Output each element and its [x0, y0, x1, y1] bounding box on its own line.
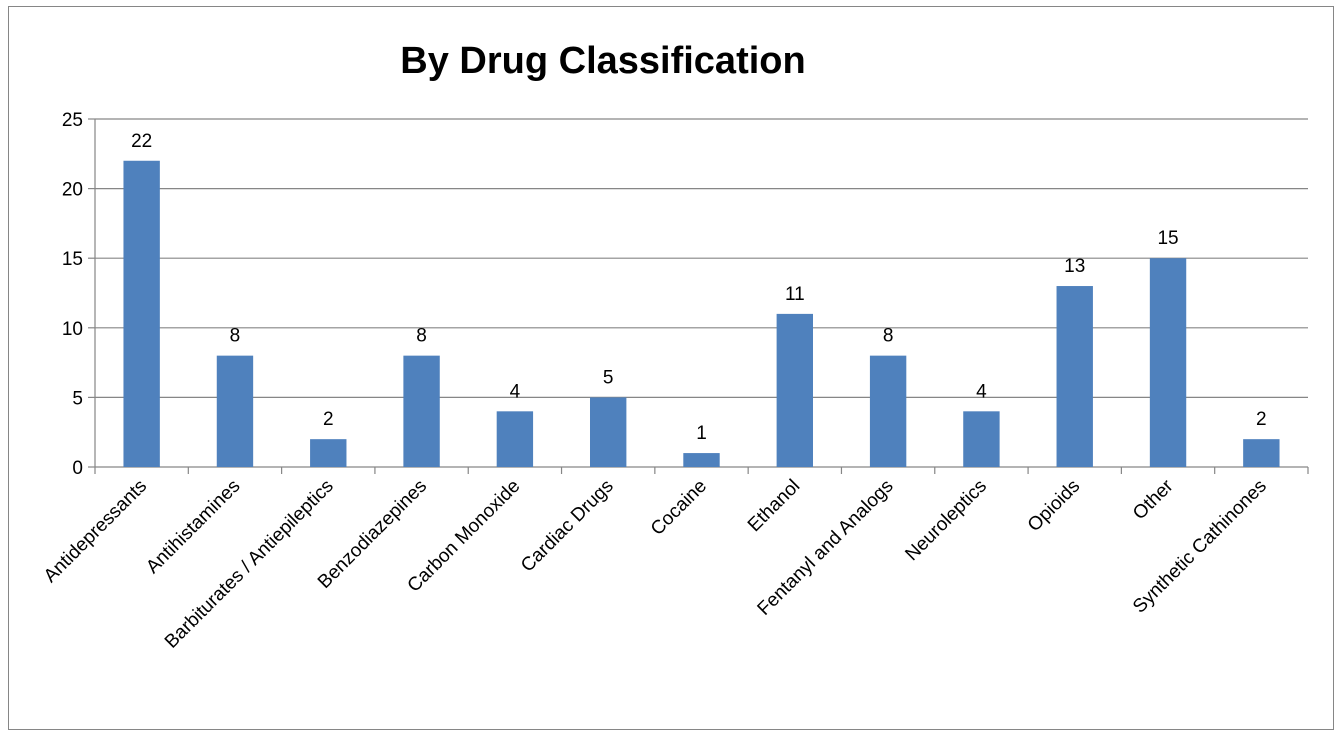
category-label: Antidepressants: [40, 476, 151, 587]
category-label: Other: [1129, 475, 1178, 524]
gridlines: [95, 119, 1308, 397]
bar: [963, 411, 999, 467]
y-tick-label: 0: [72, 458, 83, 479]
bar: [403, 356, 439, 467]
data-label: 8: [416, 326, 427, 347]
category-label: Ethanol: [744, 476, 804, 536]
category-label: Cardiac Drugs: [517, 476, 618, 577]
data-label: 1: [696, 423, 707, 444]
category-label: Neuroleptics: [901, 476, 991, 566]
bar: [683, 453, 719, 467]
bar: [1243, 439, 1279, 467]
axes: [88, 119, 1308, 474]
bar: [217, 356, 253, 467]
bars: [123, 161, 1279, 467]
data-label: 4: [976, 381, 987, 402]
category-label: Cocaine: [647, 476, 711, 540]
data-label: 8: [230, 326, 241, 347]
data-label: 15: [1157, 228, 1178, 249]
y-tick-label: 25: [62, 110, 83, 131]
data-label: 11: [785, 284, 805, 305]
bar: [123, 161, 159, 467]
bar: [310, 439, 346, 467]
y-tick-label: 15: [62, 249, 83, 270]
category-labels: AntidepressantsAntihistaminesBarbiturate…: [40, 475, 1271, 652]
bar: [1057, 286, 1093, 467]
data-label: 5: [603, 367, 614, 388]
data-label: 2: [1256, 409, 1267, 430]
chart-title: By Drug Classification: [400, 40, 805, 82]
category-label: Antihistamines: [142, 476, 244, 578]
bar: [777, 314, 813, 467]
y-tick-label: 5: [72, 388, 83, 409]
bar: [590, 397, 626, 467]
y-tick-label: 20: [62, 180, 83, 201]
bar: [1150, 258, 1186, 467]
y-tick-label: 10: [62, 319, 83, 340]
category-label: Opioids: [1024, 476, 1084, 536]
bar: [497, 411, 533, 467]
category-label: Barbiturates / Antiepileptics: [161, 476, 338, 653]
data-label: 22: [131, 131, 152, 152]
data-label: 4: [510, 381, 521, 402]
y-tick-labels: 0 5 10 15 20 25: [62, 110, 83, 479]
data-label: 2: [323, 409, 334, 430]
data-label: 8: [883, 326, 894, 347]
data-label: 13: [1064, 256, 1085, 277]
bar: [870, 356, 906, 467]
